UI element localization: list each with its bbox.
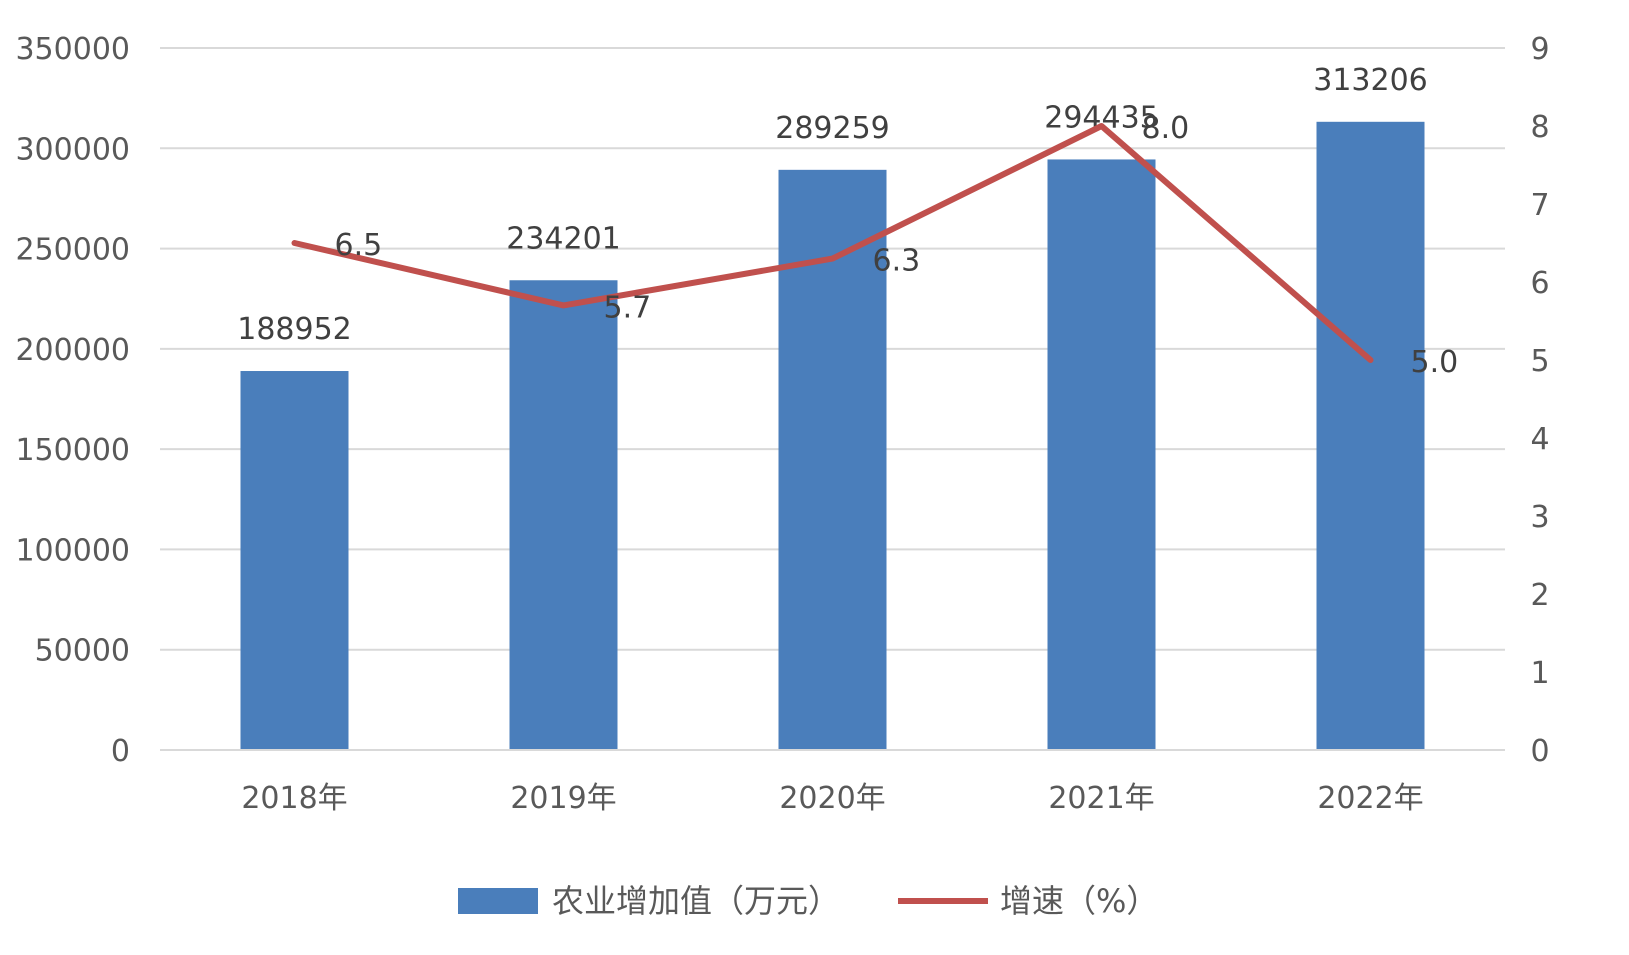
line-data-label: 8.0 <box>1142 111 1190 146</box>
line-series <box>291 123 1374 363</box>
left-axis-tick-label: 300000 <box>15 132 130 167</box>
right-axis-ticks: 0 1 2 3 4 5 6 7 8 9 <box>1530 32 1549 769</box>
bar <box>509 280 618 750</box>
legend-bar-label: 农业增加值（万元） <box>552 882 840 920</box>
right-axis-tick-label: 8 <box>1530 110 1549 145</box>
line-data-label: 6.3 <box>873 244 921 279</box>
left-axis-tick-label: 150000 <box>15 433 130 468</box>
legend-bar-swatch <box>458 888 538 914</box>
right-axis-tick-label: 5 <box>1530 344 1549 379</box>
left-axis-tick-label: 50000 <box>35 634 130 669</box>
x-axis-tick-label: 2018年 <box>241 781 347 816</box>
bar-series <box>240 121 1425 751</box>
legend: 农业增加值（万元） 增速（%） <box>458 882 1158 920</box>
bar <box>240 371 349 750</box>
line-point <box>562 304 565 307</box>
x-axis-tick-label: 2019年 <box>510 781 616 816</box>
x-axis-ticks: 2018年 2019年 2020年 2021年 2022年 <box>160 749 1505 816</box>
legend-line-label: 增速（%） <box>1000 882 1158 920</box>
x-axis-tick-label: 2022年 <box>1317 781 1423 816</box>
line-point <box>831 257 834 260</box>
line-data-label: 5.0 <box>1411 345 1459 380</box>
bar-data-label: 188952 <box>237 312 352 347</box>
x-axis-tick-label: 2021年 <box>1048 781 1154 816</box>
line-point <box>293 242 296 244</box>
line-point <box>1100 125 1103 127</box>
bar-data-label: 234201 <box>506 221 621 256</box>
bar-data-label: 313206 <box>1313 63 1428 98</box>
right-axis-tick-label: 4 <box>1530 422 1549 457</box>
left-axis-ticks: 0 50000 100000 150000 200000 250000 300000 3500… <box>15 32 130 769</box>
right-axis-tick-label: 2 <box>1530 578 1549 613</box>
line-data-label: 6.5 <box>335 228 383 263</box>
right-axis-tick-label: 1 <box>1530 656 1549 691</box>
right-axis-tick-label: 3 <box>1530 500 1549 535</box>
left-axis-tick-label: 0 <box>111 734 130 769</box>
line-data-labels: 6.5 5.7 6.3 8.0 5.0 <box>335 111 1459 380</box>
x-axis-tick-label: 2020年 <box>779 781 885 816</box>
left-axis-tick-label: 250000 <box>15 233 130 268</box>
bar <box>1047 159 1156 750</box>
right-axis-tick-label: 6 <box>1530 266 1549 301</box>
line-point <box>1369 359 1372 361</box>
line-data-label: 5.7 <box>604 290 652 325</box>
left-axis-tick-label: 200000 <box>15 333 130 368</box>
right-axis-tick-label: 0 <box>1530 734 1549 769</box>
right-axis-tick-label: 9 <box>1530 32 1549 67</box>
left-axis-tick-label: 100000 <box>15 533 130 568</box>
right-axis-tick-label: 7 <box>1530 188 1549 223</box>
left-axis-tick-label: 350000 <box>15 32 130 67</box>
bar <box>1316 121 1425 751</box>
bar-data-label: 289259 <box>775 111 890 146</box>
